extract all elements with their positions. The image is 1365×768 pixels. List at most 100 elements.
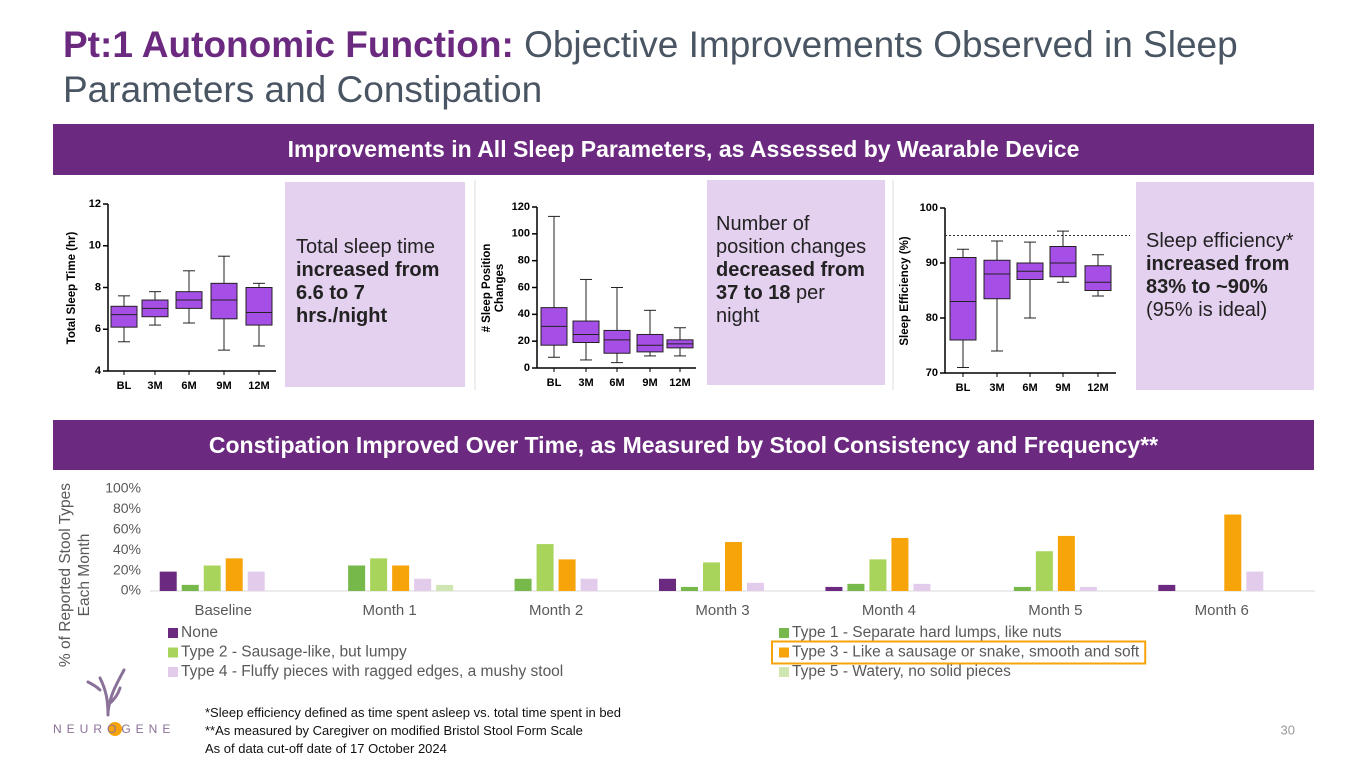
y-tick-label: 100% (105, 480, 141, 496)
bar (1158, 584, 1176, 591)
y-axis-label: Sleep Efficiency (%) (898, 235, 911, 346)
callout-run: Total sleep time (296, 236, 435, 258)
callout-run: Number of position changes (716, 213, 867, 258)
bar (514, 578, 532, 591)
x-tick-label: BL (117, 380, 132, 392)
x-tick-label: Month 2 (529, 602, 583, 619)
legend-swatch (168, 667, 178, 677)
x-tick-label: 3M (147, 380, 162, 392)
bar (1079, 586, 1097, 591)
box (949, 257, 977, 341)
x-tick-label: 12M (669, 377, 690, 389)
logo-text: NEUROGENE (53, 722, 175, 736)
bar (558, 559, 576, 591)
legend-swatch (779, 628, 789, 638)
x-tick-label: Month 1 (363, 602, 417, 619)
legend-label: Type 3 - Like a sausage or snake, smooth… (792, 644, 1140, 661)
y-tick-label: 70 (926, 367, 938, 379)
y-tick-label: 0% (121, 582, 141, 598)
y-tick-label: 20% (113, 561, 141, 577)
callout-text: Sleep efficiency* increased from 83% to … (1146, 230, 1308, 322)
bar (414, 578, 432, 591)
box (1049, 246, 1077, 278)
y-tick-label: 4 (95, 365, 102, 377)
y-axis-label: Total Sleep Time (hr) (65, 231, 78, 344)
title: Pt:1 Autonomic Function: Objective Impro… (63, 22, 1303, 112)
callout-text: Total sleep time increased from 6.6 to 7… (296, 236, 456, 328)
box (572, 320, 600, 344)
bar (203, 565, 221, 591)
x-tick-label: 9M (216, 380, 231, 392)
bar (580, 578, 598, 591)
box (110, 305, 138, 328)
x-tick-label: 6M (1022, 382, 1037, 394)
y-tick-label: 0 (524, 362, 530, 374)
bar (681, 586, 698, 591)
x-tick-label: 12M (248, 380, 269, 392)
bar (392, 565, 410, 591)
callout-panel (285, 182, 465, 387)
legend-highlight (771, 640, 1147, 665)
bar (847, 583, 865, 591)
legend-swatch (168, 628, 178, 638)
callout-run: decreased from 37 to 18 (716, 259, 865, 304)
callout-panel (1136, 182, 1314, 390)
bar (1035, 551, 1053, 591)
x-tick-label: BL (547, 377, 562, 389)
y-tick-label: 60 (518, 281, 530, 293)
legend-swatch (779, 647, 789, 658)
x-tick-label: Month 4 (862, 602, 916, 619)
bar (725, 542, 742, 591)
callout-text: Number of position changes decreased fro… (716, 213, 871, 328)
x-tick-label: 6M (609, 377, 624, 389)
page-number: 30 (1281, 722, 1295, 737)
bar (247, 571, 265, 591)
bar (1246, 571, 1264, 591)
logo-plant (86, 668, 126, 717)
x-tick-label: 12M (1087, 382, 1108, 394)
x-tick-label: 3M (989, 382, 1004, 394)
y-axis-label: # Sleep Position Changes (481, 243, 506, 332)
y-tick-label: 10 (89, 240, 101, 252)
callout-run: Sleep efficiency* (1146, 230, 1294, 252)
y-tick-label: 40% (113, 541, 141, 557)
callout-panel (707, 180, 885, 385)
x-tick-label: Month 3 (695, 602, 749, 619)
y-tick-label: 60% (113, 521, 141, 537)
box (603, 329, 631, 354)
footnote: As of data cut-off date of 17 October 20… (205, 741, 447, 756)
y-tick-label: 80 (926, 312, 938, 324)
bar (913, 583, 931, 591)
y-tick-label: 80 (518, 255, 530, 267)
bar (703, 562, 720, 591)
y-tick-label: 6 (95, 323, 101, 335)
x-tick-label: 9M (642, 377, 657, 389)
bar (348, 565, 366, 591)
bar (1013, 586, 1031, 591)
y-tick-label: 90 (926, 257, 938, 269)
x-tick-label: 9M (1055, 382, 1070, 394)
title-bold: Pt:1 Autonomic Function: (63, 24, 514, 65)
bar (825, 586, 843, 591)
title-rest: Objective Improvements Observed in Sleep… (63, 24, 1238, 110)
legend-label: Type 4 - Fluffy pieces with ragged edges… (181, 663, 563, 680)
legend-label: None (181, 624, 218, 641)
y-tick-label: 20 (518, 335, 530, 347)
y-tick-label: 100 (920, 202, 938, 214)
bar (1057, 535, 1075, 591)
bar (181, 584, 199, 591)
y-tick-label: 100 (512, 228, 530, 240)
footnote: *Sleep efficiency defined as time spent … (205, 705, 622, 720)
legend-swatch (168, 647, 178, 658)
bar (1224, 514, 1242, 591)
banner: Constipation Improved Over Time, as Meas… (53, 420, 1314, 470)
y-tick-label: 120 (512, 201, 530, 213)
bar (869, 559, 887, 591)
box (210, 282, 238, 320)
box (636, 333, 664, 353)
x-tick-label: 6M (181, 380, 196, 392)
y-tick-label: 12 (89, 198, 101, 210)
legend-label: Type 1 - Separate hard lumps, like nuts (792, 624, 1062, 641)
x-tick-label: Month 5 (1028, 602, 1082, 619)
